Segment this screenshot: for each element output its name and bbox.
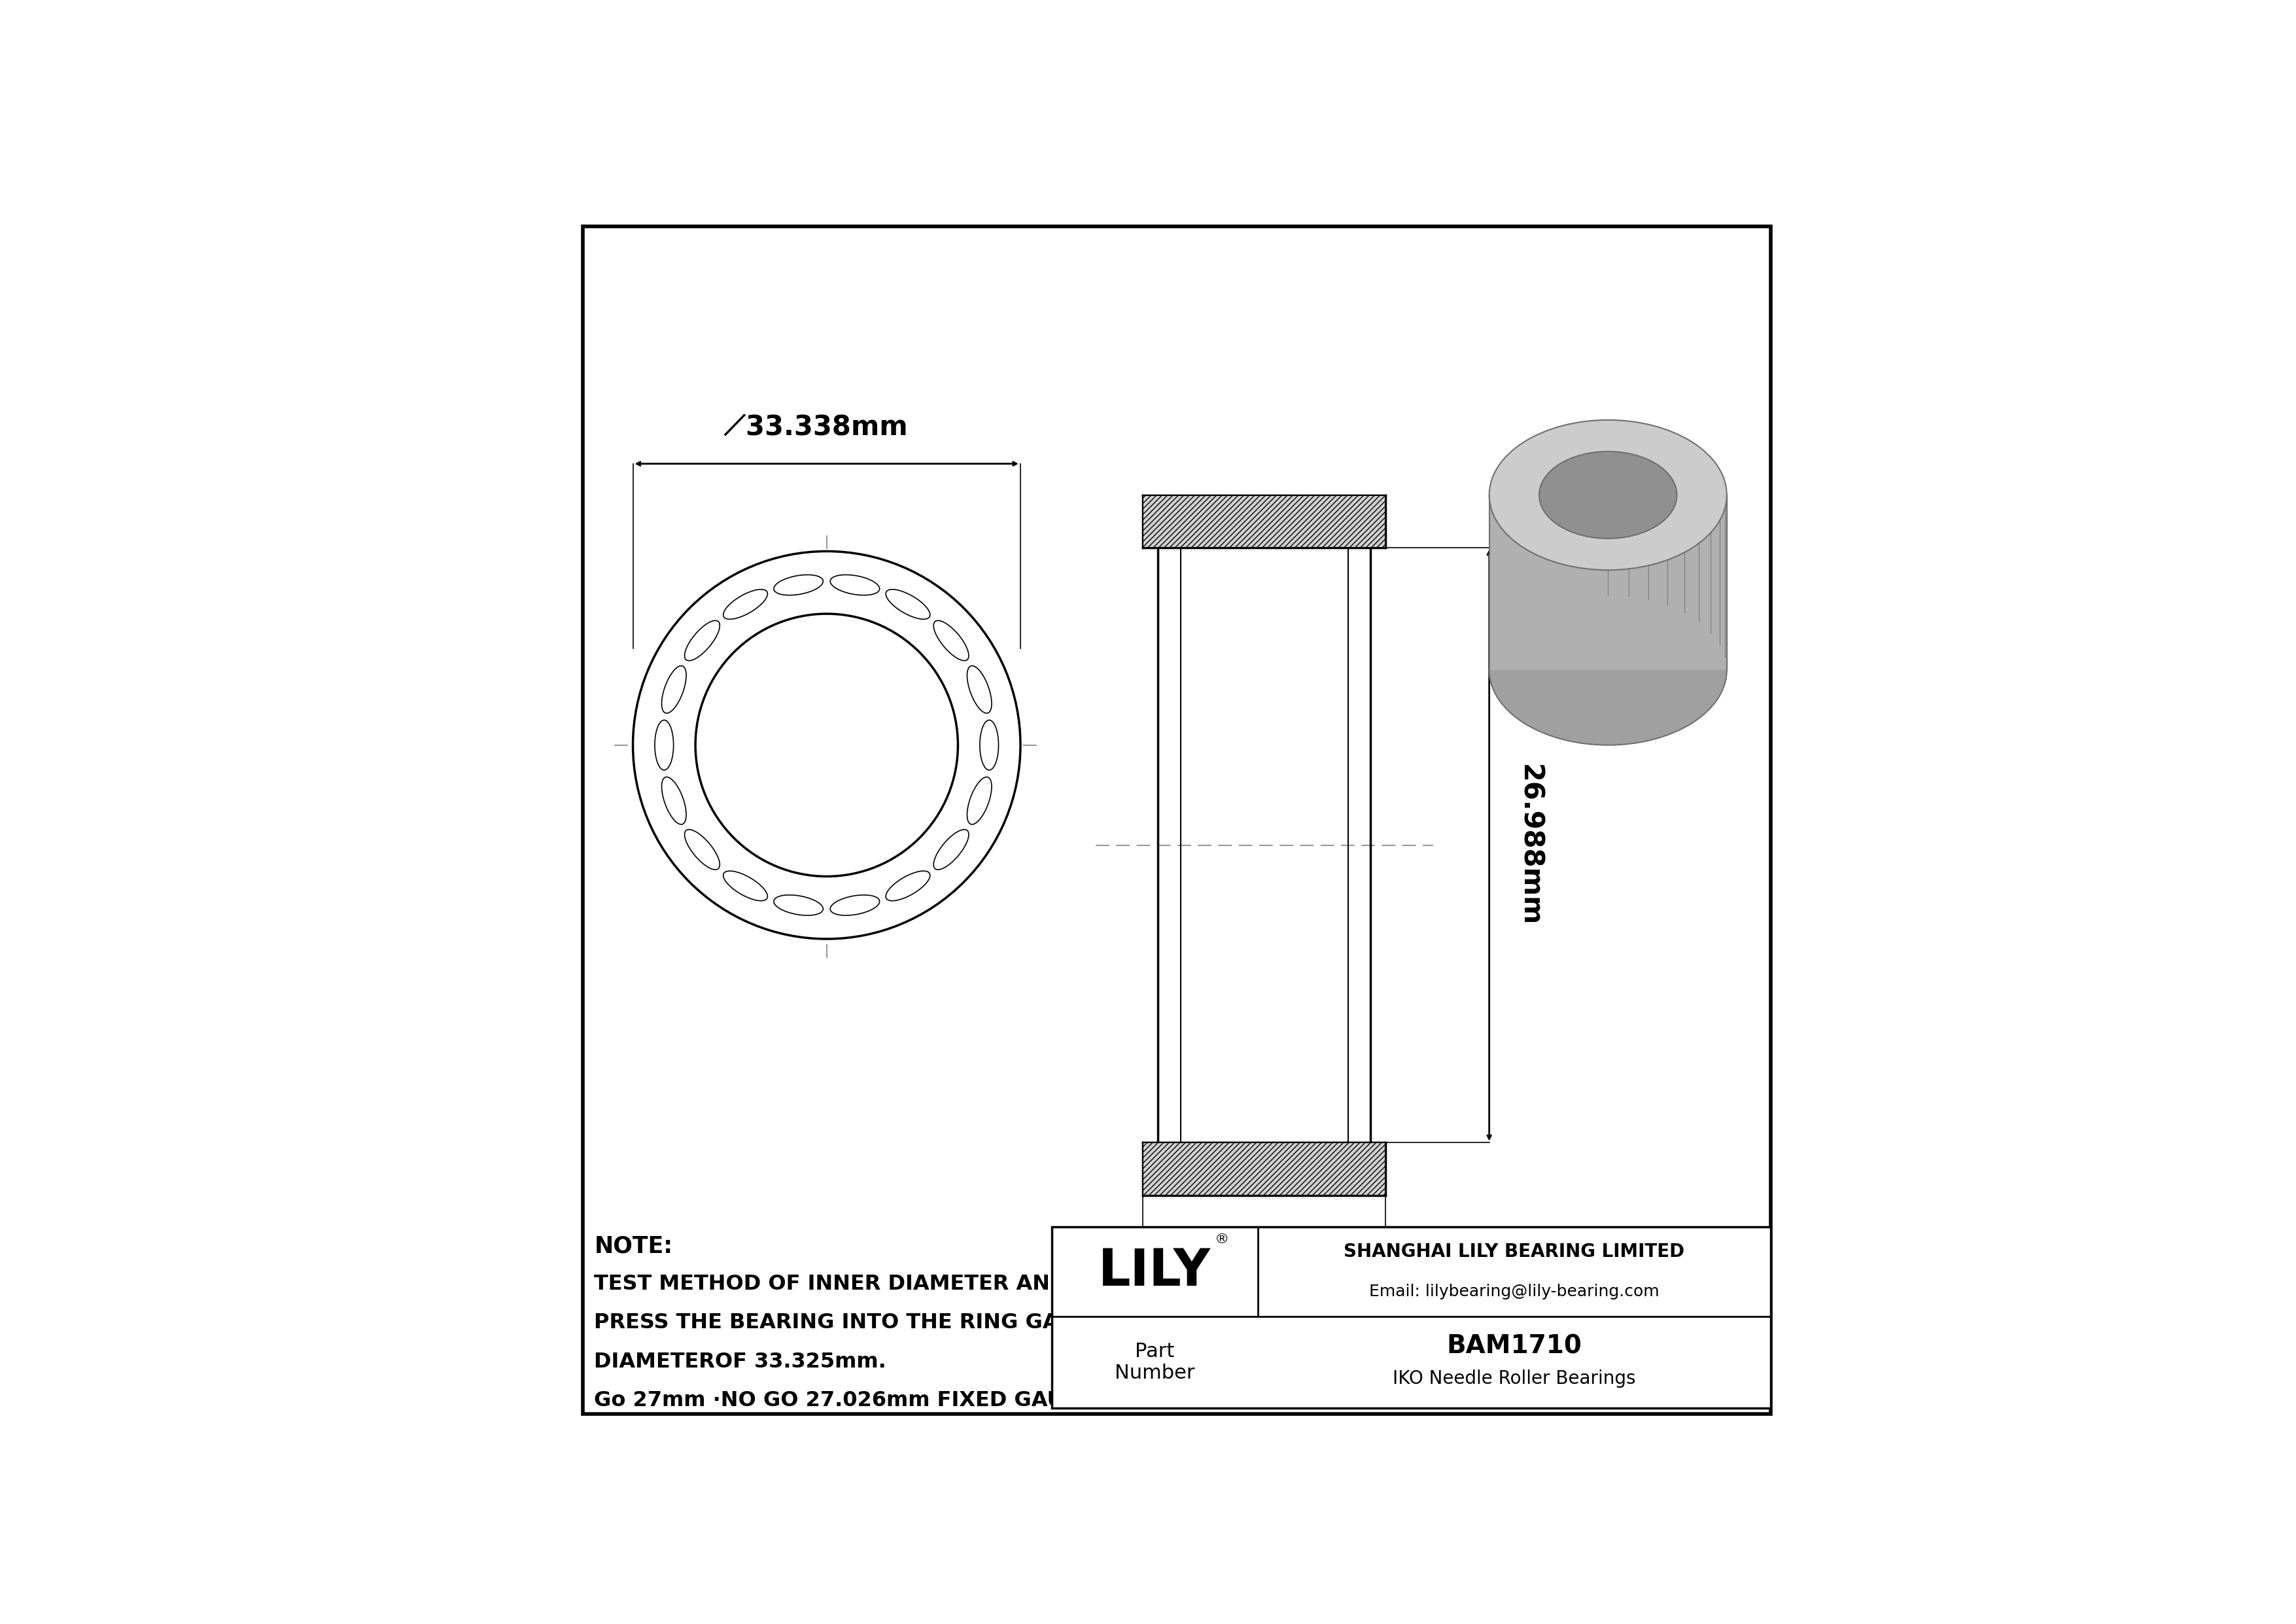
Ellipse shape bbox=[831, 895, 879, 916]
Text: Part
Number: Part Number bbox=[1116, 1341, 1194, 1382]
Ellipse shape bbox=[723, 590, 767, 619]
Bar bbox=[1052, 1226, 1770, 1408]
Ellipse shape bbox=[1538, 451, 1676, 539]
Text: BAM1710: BAM1710 bbox=[1446, 1333, 1582, 1358]
Ellipse shape bbox=[967, 776, 992, 825]
Ellipse shape bbox=[886, 590, 930, 619]
Text: ®: ® bbox=[1215, 1233, 1228, 1246]
Circle shape bbox=[696, 614, 957, 877]
Ellipse shape bbox=[831, 575, 879, 596]
Text: PRESS THE BEARING INTO THE RING GAUGE WITH THE INNER: PRESS THE BEARING INTO THE RING GAUGE WI… bbox=[595, 1312, 1311, 1333]
Text: 15.88mm: 15.88mm bbox=[1192, 1285, 1336, 1312]
Ellipse shape bbox=[723, 870, 767, 901]
Ellipse shape bbox=[654, 719, 673, 770]
Circle shape bbox=[634, 551, 1019, 939]
Text: SHANGHAI LILY BEARING LIMITED: SHANGHAI LILY BEARING LIMITED bbox=[1343, 1242, 1685, 1260]
Ellipse shape bbox=[774, 575, 824, 596]
Text: IKO Needle Roller Bearings: IKO Needle Roller Bearings bbox=[1394, 1369, 1635, 1387]
Ellipse shape bbox=[661, 776, 687, 825]
Ellipse shape bbox=[967, 666, 992, 713]
Text: DIAMETEROF 33.325mm.: DIAMETEROF 33.325mm. bbox=[595, 1351, 886, 1372]
Text: Go 27mm ·NO GO 27.026mm FIXED GAUGES: Go 27mm ·NO GO 27.026mm FIXED GAUGES bbox=[595, 1390, 1111, 1411]
Text: LILY: LILY bbox=[1097, 1247, 1210, 1296]
Ellipse shape bbox=[980, 719, 999, 770]
Ellipse shape bbox=[661, 666, 687, 713]
Text: 26.988mm: 26.988mm bbox=[1515, 765, 1543, 926]
Bar bbox=[1143, 495, 1384, 547]
Ellipse shape bbox=[1490, 594, 1727, 745]
Ellipse shape bbox=[684, 620, 719, 661]
Text: NOTE:: NOTE: bbox=[595, 1236, 673, 1257]
Ellipse shape bbox=[934, 620, 969, 661]
Bar bbox=[1143, 1143, 1384, 1195]
Ellipse shape bbox=[1490, 421, 1727, 570]
Ellipse shape bbox=[886, 870, 930, 901]
Text: ̸33.338mm: ̸33.338mm bbox=[746, 414, 907, 442]
Text: TEST METHOD OF INNER DIAMETER AND OUTER DIAMETER.: TEST METHOD OF INNER DIAMETER AND OUTER … bbox=[595, 1275, 1290, 1294]
Text: Email: lilybearing@lily-bearing.com: Email: lilybearing@lily-bearing.com bbox=[1368, 1283, 1660, 1299]
Polygon shape bbox=[1490, 495, 1727, 671]
Ellipse shape bbox=[934, 830, 969, 870]
Ellipse shape bbox=[774, 895, 824, 916]
Ellipse shape bbox=[684, 830, 719, 870]
